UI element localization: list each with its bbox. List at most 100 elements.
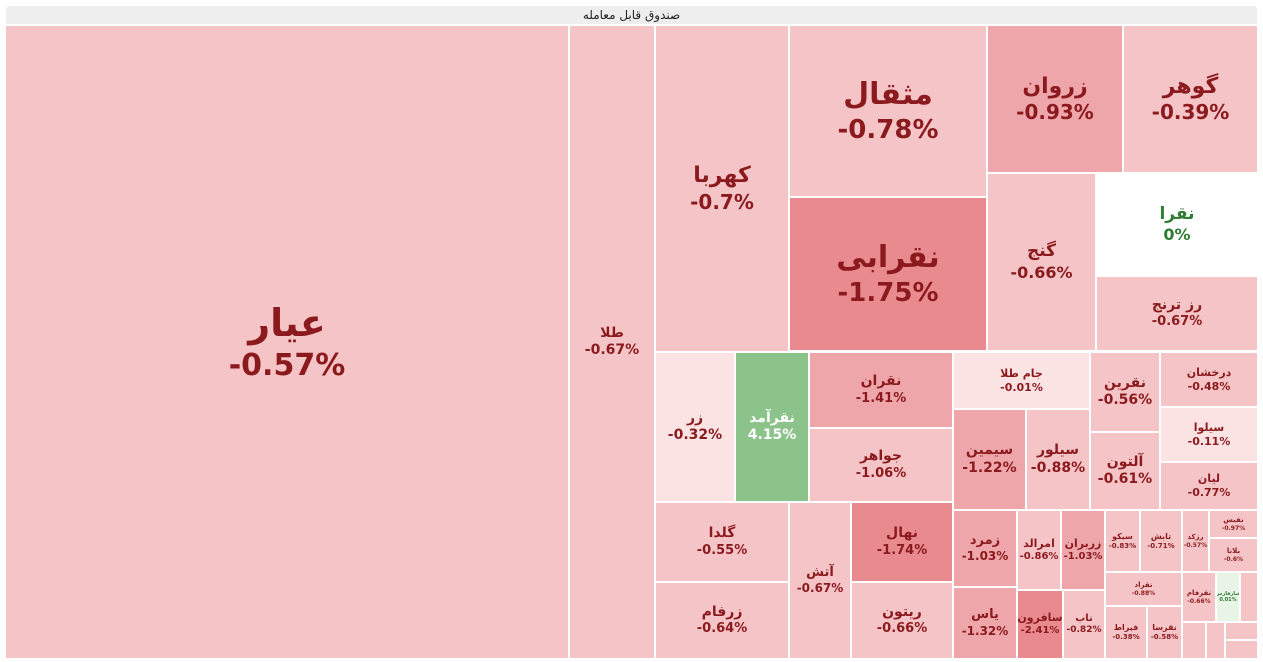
treemap-tile[interactable]: زر -0.32% <box>655 352 735 502</box>
treemap-tile[interactable]: زربران -1.03% <box>1061 510 1105 590</box>
tile-name: درخشان <box>1186 365 1232 379</box>
treemap-tile[interactable]: گلدا -0.55% <box>655 502 789 582</box>
treemap-tile[interactable]: آتش -0.67% <box>789 502 851 659</box>
treemap-tile[interactable]: نقرفام -0.66% <box>1182 572 1216 622</box>
treemap-tile[interactable]: آلتون -0.61% <box>1090 432 1160 510</box>
tile-change: -0.86% <box>1019 550 1059 562</box>
treemap-tile[interactable]: سیلوا -0.11% <box>1160 407 1258 462</box>
tile-name: ریتون <box>882 603 922 620</box>
tile-change: -0.78% <box>837 114 939 145</box>
treemap-tile[interactable]: ریتون -0.66% <box>851 582 953 659</box>
tile-name: نفیس <box>1223 515 1244 524</box>
treemap-tile[interactable]: زروان -0.93% <box>987 25 1123 173</box>
treemap-tile[interactable]: لیان -0.77% <box>1160 462 1258 510</box>
tile-name: طلا <box>600 324 624 341</box>
treemap-tile[interactable]: عیارفارس 0.01% <box>1216 572 1240 622</box>
treemap-tile[interactable]: طلا -0.67% <box>569 25 655 659</box>
treemap-tile[interactable]: سیلور -0.88% <box>1026 409 1090 510</box>
tile-change: -0.7% <box>690 189 754 214</box>
tile-name: نقراد <box>1134 580 1153 589</box>
tile-change: -0.57% <box>1183 541 1208 549</box>
tile-name: گوهر <box>1162 73 1219 99</box>
treemap-tile[interactable]: مثقال -0.78% <box>789 25 987 197</box>
treemap-tile[interactable]: نقرسا -0.58% <box>1147 606 1182 659</box>
tile-name: بلانا <box>1226 546 1241 555</box>
treemap-tile[interactable]: رزکد -0.57% <box>1182 510 1209 572</box>
treemap-tile[interactable]: عیار -0.57% <box>5 25 569 659</box>
treemap-tile[interactable]: تابش -0.71% <box>1140 510 1182 572</box>
treemap-tile[interactable]: کهربا -0.7% <box>655 25 789 352</box>
tile-change: -1.06% <box>855 465 907 481</box>
tile-name: سیمین <box>965 442 1014 458</box>
tile-name: یاس <box>971 607 999 623</box>
treemap-tile[interactable]: رز ترنج -0.67% <box>1096 276 1258 351</box>
tile-name: زربران <box>1064 536 1102 550</box>
tile-change: -0.64% <box>696 621 748 637</box>
tile-change: -2.41% <box>1020 625 1060 637</box>
treemap-tile[interactable]: بلانا -0.6% <box>1209 538 1258 572</box>
treemap-tile[interactable]: نقران -1.41% <box>809 352 953 428</box>
tile-name: زمرد <box>969 532 1001 548</box>
tile-change: -0.58% <box>1150 633 1179 642</box>
treemap-tile[interactable]: زرفام -0.64% <box>655 582 789 659</box>
tile-name: آلتون <box>1106 453 1144 470</box>
treemap-tile[interactable]: نقرابی -1.75% <box>789 197 987 351</box>
treemap-tile[interactable]: سیکو -0.83% <box>1105 510 1140 572</box>
tile-change: -0.66% <box>876 621 928 637</box>
treemap-tile[interactable]: نقراد -0.88% <box>1105 572 1182 606</box>
treemap-tile[interactable]: امرالد -0.86% <box>1017 510 1061 590</box>
tile-name: کهربا <box>693 163 751 189</box>
treemap-tile[interactable]: نقرا 0% <box>1096 173 1258 276</box>
tile-change: 4.15% <box>747 427 797 443</box>
tile-name: عیار <box>248 300 326 345</box>
treemap-tile[interactable]: زمرد -1.03% <box>953 510 1017 587</box>
tile-change: -0.32% <box>667 427 723 443</box>
treemap-tile[interactable]: سافرون -2.41% <box>1017 590 1063 659</box>
treemap-tile[interactable]: جواهر -1.06% <box>809 428 953 502</box>
tile-change: -0.11% <box>1187 434 1231 448</box>
tile-change: -0.88% <box>1030 459 1086 476</box>
treemap-tile[interactable]: یاس -1.32% <box>953 587 1017 659</box>
treemap-tile[interactable]: سیمین -1.22% <box>953 409 1026 510</box>
tile-change: -0.66% <box>1187 597 1211 605</box>
tile-name: نقرآمد <box>749 409 795 426</box>
tile-name: امرالد <box>1023 536 1055 550</box>
tile-change: -0.48% <box>1187 379 1231 393</box>
tile-name: گلدا <box>708 525 736 542</box>
tile-change: -0.71% <box>1147 541 1175 550</box>
treemap-tile[interactable]: نقرین -0.56% <box>1090 352 1160 432</box>
tile-name: زروان <box>1022 73 1088 99</box>
treemap-tile[interactable]: گنج -0.66% <box>987 173 1096 351</box>
tile-name: جام طلا <box>1000 366 1043 380</box>
tile-change: -0.67% <box>1151 314 1203 330</box>
treemap-tile[interactable]: فیراط -0.38% <box>1105 606 1147 659</box>
tile-change: -1.03% <box>1063 550 1103 562</box>
treemap-tile[interactable]: نقرآمد 4.15% <box>735 352 809 502</box>
tile-name: نقرفام <box>1186 588 1212 597</box>
tile-name: زر <box>686 409 704 426</box>
treemap-tile-small[interactable] <box>1182 622 1206 659</box>
tile-change: -0.77% <box>1187 486 1231 499</box>
tile-change: 0% <box>1163 225 1191 245</box>
tile-change: -1.75% <box>837 277 939 308</box>
tile-name: لیان <box>1197 472 1221 486</box>
tile-name: نقران <box>860 373 902 390</box>
treemap-tile[interactable]: جام طلا -0.01% <box>953 352 1090 409</box>
treemap-tile-small[interactable] <box>1240 572 1258 622</box>
treemap-tile[interactable]: نهال -1.74% <box>851 502 953 582</box>
tile-name: رز ترنج <box>1151 296 1203 313</box>
tile-name: نقرین <box>1104 374 1146 391</box>
treemap-tile[interactable]: ناب -0.82% <box>1063 590 1105 659</box>
tile-name: جواهر <box>859 448 903 465</box>
treemap-tile-small[interactable] <box>1225 622 1258 640</box>
treemap-tile[interactable]: گوهر -0.39% <box>1123 25 1258 173</box>
treemap-tile[interactable]: نفیس -0.97% <box>1209 510 1258 538</box>
treemap-tile-small[interactable] <box>1206 622 1225 659</box>
treemap: عیار -0.57% طلا -0.67% کهربا -0.7% مثقال -0.78%… <box>5 25 1258 659</box>
tile-name: نهال <box>886 525 918 542</box>
treemap-tile-small[interactable] <box>1225 640 1258 659</box>
tile-change: -0.38% <box>1112 633 1140 642</box>
chart-title: صندوق قابل معامله <box>6 6 1257 24</box>
tile-change: -1.22% <box>962 459 1017 476</box>
treemap-tile[interactable]: درخشان -0.48% <box>1160 352 1258 407</box>
